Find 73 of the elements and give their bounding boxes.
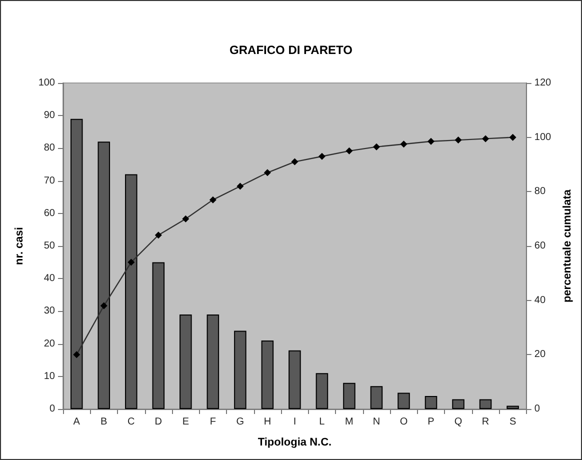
y2-tick-label: 100 xyxy=(534,132,552,143)
x-tick-label: A xyxy=(73,416,80,428)
point xyxy=(509,134,516,141)
x-tick-label: G xyxy=(236,416,244,428)
y-tick-label: 0 xyxy=(49,404,56,414)
bar xyxy=(180,314,192,409)
y-tick-label: 60 xyxy=(44,208,56,219)
y-tick-label: 100 xyxy=(38,78,56,88)
bar xyxy=(98,142,110,409)
x-tick-label: L xyxy=(319,416,326,428)
x-axis-title: Tipologia N.C. xyxy=(258,436,332,448)
bar xyxy=(316,373,328,409)
point xyxy=(428,138,435,145)
y2-tick-label: 40 xyxy=(534,294,546,306)
x-tick-label: Q xyxy=(454,416,462,428)
point xyxy=(236,182,244,190)
y-tick-label: 50 xyxy=(44,240,56,252)
x-tick-label: F xyxy=(210,416,216,428)
point xyxy=(154,232,162,239)
x-tick-label: D xyxy=(154,416,162,428)
x-tick-label: R xyxy=(482,416,490,428)
y-tick-label: 10 xyxy=(44,370,56,382)
x-tick-label: P xyxy=(428,416,435,428)
y2-tick-label: 80 xyxy=(534,186,546,198)
bar xyxy=(343,382,356,409)
bar xyxy=(452,399,464,409)
y-tick-label: 70 xyxy=(44,175,56,186)
y2-tick-label: 20 xyxy=(534,349,546,360)
x-tick-label: O xyxy=(400,416,408,428)
bar xyxy=(288,350,301,409)
x-tick-label: E xyxy=(182,416,190,428)
y-tick-label: 30 xyxy=(44,306,56,317)
bar xyxy=(206,314,220,409)
bar xyxy=(424,396,438,409)
x-tick-label: H xyxy=(264,416,272,428)
x-tick-label: M xyxy=(345,416,354,428)
point xyxy=(209,196,216,204)
point xyxy=(346,147,353,154)
point xyxy=(400,140,408,148)
point xyxy=(128,258,135,266)
point xyxy=(482,135,490,142)
bar xyxy=(506,406,519,409)
y2-axis-title: percentuale cumulata xyxy=(562,188,574,303)
point xyxy=(372,143,380,150)
y-tick-label: 20 xyxy=(44,338,56,350)
point xyxy=(318,152,326,160)
bar xyxy=(152,262,165,409)
x-tick-label: S xyxy=(509,416,516,428)
y-tick-label: 40 xyxy=(44,273,56,284)
x-tick-label: B xyxy=(100,416,108,428)
point xyxy=(291,158,298,166)
point xyxy=(73,351,80,358)
point xyxy=(100,302,108,310)
x-tick-label: C xyxy=(128,416,135,428)
x-tick-label: N xyxy=(372,416,380,428)
point xyxy=(182,215,190,222)
bar xyxy=(261,340,274,409)
bar xyxy=(398,392,410,409)
bar xyxy=(370,386,383,409)
bar xyxy=(70,118,83,409)
y-tick-label: 80 xyxy=(44,142,56,154)
y-axis-title: nr. casi xyxy=(14,227,26,265)
y2-tick-label: 0 xyxy=(534,404,540,414)
chart-title: GRAFICO DI PARETO xyxy=(230,43,352,57)
y2-tick-label: 60 xyxy=(534,240,546,252)
point xyxy=(454,136,462,144)
point xyxy=(264,169,271,176)
y2-tick-label: 120 xyxy=(534,78,552,88)
bar xyxy=(479,399,492,409)
bar xyxy=(234,330,246,409)
bar xyxy=(125,174,138,409)
x-tick-label: I xyxy=(293,416,296,428)
y-tick-label: 90 xyxy=(44,110,56,122)
